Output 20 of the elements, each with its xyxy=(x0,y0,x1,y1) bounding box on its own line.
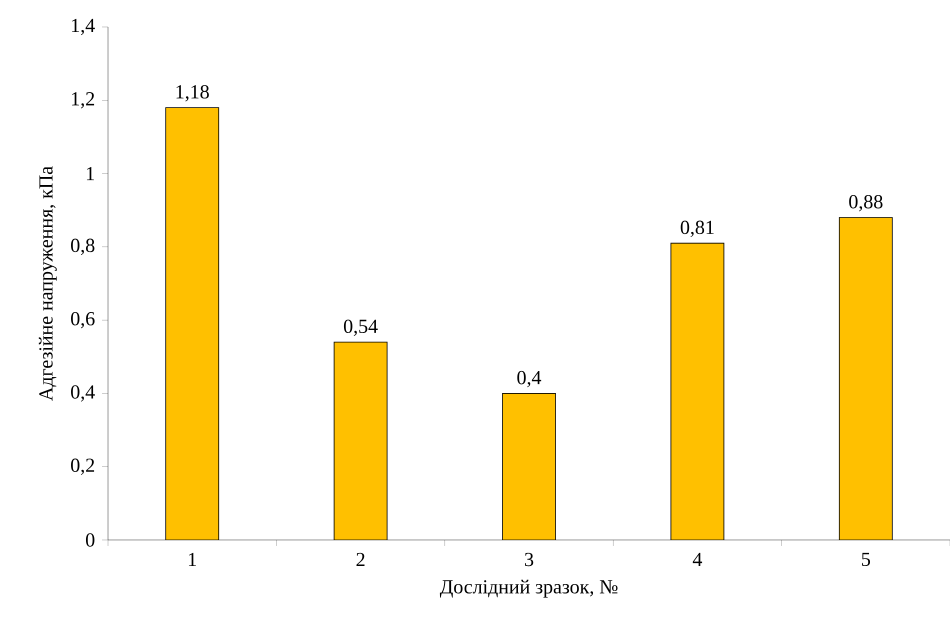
x-tick-label: 4 xyxy=(692,552,702,566)
data-label: 0,4 xyxy=(517,370,542,388)
y-tick-label: 0,6 xyxy=(71,312,95,328)
x-tick-label: 1 xyxy=(188,552,196,566)
y-tick-label: 1,4 xyxy=(72,18,95,36)
x-tick-label: 3 xyxy=(524,552,534,566)
data-label: 1,18 xyxy=(176,85,209,102)
x-tick-label: 5 xyxy=(862,552,870,566)
x-axis-title: Дослідний зразок, № xyxy=(440,580,618,598)
y-tick-label: 1 xyxy=(86,166,94,180)
y-tick-label: 0,8 xyxy=(71,238,94,255)
data-label: 0,54 xyxy=(344,320,378,336)
y-tick-label: 0 xyxy=(86,533,94,547)
y-tick-label: 0,2 xyxy=(71,458,94,475)
data-label: 0,81 xyxy=(680,220,714,237)
x-tick-label: 2 xyxy=(356,552,364,566)
y-tick-label: 0,4 xyxy=(71,385,95,402)
y-axis-title: Адгезійне напруження, кПа xyxy=(38,166,57,401)
data-label: 0,88 xyxy=(849,195,882,212)
y-tick-label: 1,2 xyxy=(72,92,94,108)
